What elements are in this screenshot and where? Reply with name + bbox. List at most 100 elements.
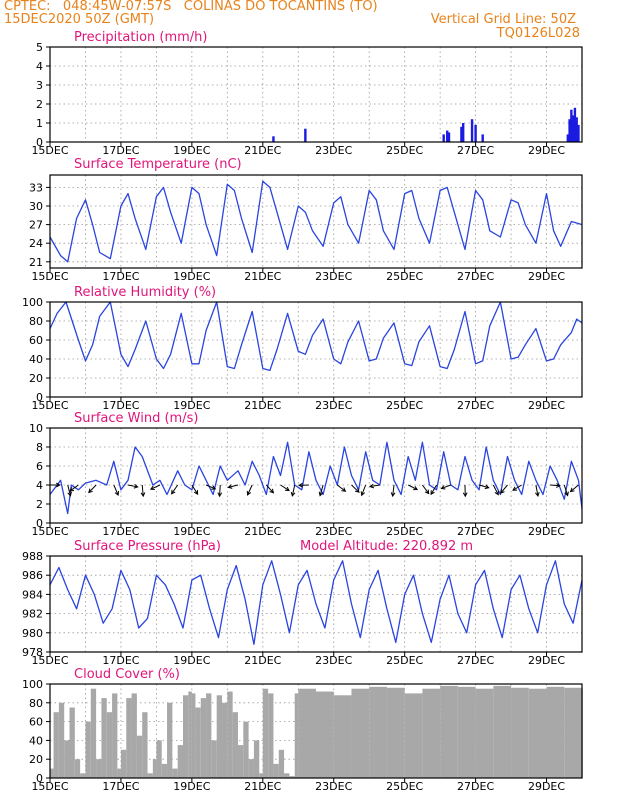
wind-arrow-head bbox=[556, 483, 561, 488]
cloud-area-bar bbox=[493, 685, 512, 778]
wind-arrow-head bbox=[360, 491, 366, 497]
wind-arrow-head bbox=[484, 484, 490, 490]
cloud-area-bar bbox=[294, 693, 299, 778]
precip-bar bbox=[568, 119, 571, 142]
humidity-ytick-label: 20 bbox=[29, 372, 43, 385]
cloud-xtick-label: 23DEC bbox=[315, 780, 352, 793]
cloud-area-bar bbox=[511, 687, 529, 778]
precip-ytick-label: 2 bbox=[36, 98, 43, 111]
wind-ytick-label: 4 bbox=[36, 479, 43, 492]
wind-arrow-head bbox=[227, 484, 233, 489]
wind-arrow-head bbox=[69, 487, 75, 492]
cloud-area-bar bbox=[227, 691, 233, 778]
pressure-ytick-label: 982 bbox=[22, 608, 43, 621]
cloud-area-bar bbox=[262, 688, 269, 778]
cloud-area-bar bbox=[351, 688, 370, 778]
wind-arrow bbox=[336, 484, 346, 492]
precip-ytick-label: 0 bbox=[36, 136, 43, 149]
wind-arrow bbox=[150, 484, 161, 490]
cloud-ytick-label: 0 bbox=[36, 772, 43, 785]
pressure-xtick-label: 21DEC bbox=[244, 654, 281, 667]
precip-xtick-label: 27DEC bbox=[457, 144, 494, 157]
wind-arrow-head bbox=[318, 491, 324, 497]
wind-arrow-head bbox=[440, 485, 446, 490]
wind-xtick-label: 21DEC bbox=[244, 525, 281, 538]
wind-arrow-head bbox=[290, 491, 296, 497]
cloud-area-bar bbox=[369, 686, 387, 778]
wind-arrow-head bbox=[413, 485, 419, 491]
cloud-area-bar bbox=[90, 688, 97, 778]
wind-ytick-label: 6 bbox=[36, 460, 43, 473]
wind-arrow-head bbox=[67, 491, 72, 497]
humidity-ytick-label: 100 bbox=[22, 296, 43, 309]
wind-arrow-head bbox=[193, 490, 199, 495]
pressure-xtick-label: 19DEC bbox=[173, 654, 210, 667]
humidity-xtick-label: 25DEC bbox=[386, 399, 423, 412]
header-grid-line: Vertical Grid Line: 50Z bbox=[430, 12, 576, 27]
wind-arrow bbox=[247, 484, 253, 496]
temperature-title: Surface Temperature (nC) bbox=[74, 157, 242, 172]
header-datetime: 15DEC2020 50Z (GMT) bbox=[4, 12, 155, 27]
cloud-area-bar bbox=[64, 740, 70, 778]
wind-ytick-label: 0 bbox=[36, 517, 43, 530]
temperature-xtick-label: 19DEC bbox=[173, 270, 210, 283]
cloud-ytick-label: 60 bbox=[29, 716, 43, 729]
wind-arrow-head bbox=[269, 488, 275, 494]
cloud-area-bar bbox=[316, 691, 334, 778]
cloud-area-bar bbox=[564, 687, 582, 778]
temperature-ytick-label: 21 bbox=[29, 256, 43, 269]
wind-arrow bbox=[563, 484, 569, 496]
wind-arrow bbox=[219, 484, 221, 497]
cloud-area-bar bbox=[268, 693, 274, 778]
wind-arrow-head bbox=[114, 491, 120, 497]
precip-ytick-label: 3 bbox=[36, 79, 43, 92]
cloud-area-bar bbox=[191, 693, 196, 778]
header-location: CPTEC: 048:45W-07:57S COLINAS DO TOCANTI… bbox=[4, 0, 378, 14]
cloud-area-bar bbox=[248, 759, 254, 778]
cloud-area-bar bbox=[106, 712, 113, 778]
humidity-ytick-label: 40 bbox=[29, 353, 43, 366]
precip-frame bbox=[49, 46, 583, 143]
wind-arrow bbox=[535, 484, 539, 497]
wind-arrow bbox=[113, 484, 119, 496]
cloud-area-bar bbox=[475, 688, 494, 778]
humidity-ytick-label: 0 bbox=[36, 391, 43, 404]
wind-arrow-head bbox=[211, 485, 217, 490]
cloud-area-bar bbox=[69, 707, 75, 778]
pressure-title: Surface Pressure (hPa) bbox=[74, 539, 221, 554]
wind-arrow-head bbox=[88, 488, 93, 494]
precip-bar bbox=[461, 123, 465, 142]
pressure-xtick-label: 23DEC bbox=[315, 654, 352, 667]
wind-arrow-head bbox=[246, 490, 252, 496]
pressure-frame bbox=[49, 555, 583, 653]
pressure-ytick-label: 984 bbox=[22, 588, 43, 601]
cloud-area-bar bbox=[278, 749, 285, 778]
cloud-area-bar bbox=[80, 773, 86, 778]
cloud-ytick-label: 40 bbox=[29, 734, 43, 747]
wind-arrow-head bbox=[569, 487, 575, 493]
cloud-xtick-label: 19DEC bbox=[173, 780, 210, 793]
precip-xtick-label: 17DEC bbox=[102, 144, 139, 157]
wind-arrow-head bbox=[217, 492, 223, 498]
wind-xtick-label: 15DEC bbox=[31, 525, 68, 538]
cloud-area-bar bbox=[259, 773, 263, 778]
wind-arrow bbox=[370, 484, 380, 488]
wind-arrow bbox=[492, 484, 499, 495]
pressure-ytick-label: 986 bbox=[22, 569, 43, 582]
cloud-ytick-label: 100 bbox=[22, 678, 43, 691]
cloud-xtick-label: 21DEC bbox=[244, 780, 281, 793]
cloud-area-bar bbox=[253, 740, 260, 778]
wind-arrow-head bbox=[341, 487, 347, 492]
temperature-xtick-label: 21DEC bbox=[244, 270, 281, 283]
wind-xtick-label: 17DEC bbox=[102, 525, 139, 538]
wind-arrow-head bbox=[500, 489, 505, 494]
cloud-area-bar bbox=[222, 702, 228, 778]
cloud-area-bar bbox=[298, 688, 316, 778]
cloud-area-bar bbox=[216, 695, 223, 778]
wind-title: Surface Wind (m/s) bbox=[74, 411, 198, 426]
pressure-annotation: Model Altitude: 220.892 m bbox=[300, 539, 473, 554]
cloud-ytick-label: 20 bbox=[29, 753, 43, 766]
cloud-area-bar bbox=[289, 776, 295, 778]
wind-arrow bbox=[500, 484, 508, 494]
wind-arrow-head bbox=[149, 485, 155, 490]
